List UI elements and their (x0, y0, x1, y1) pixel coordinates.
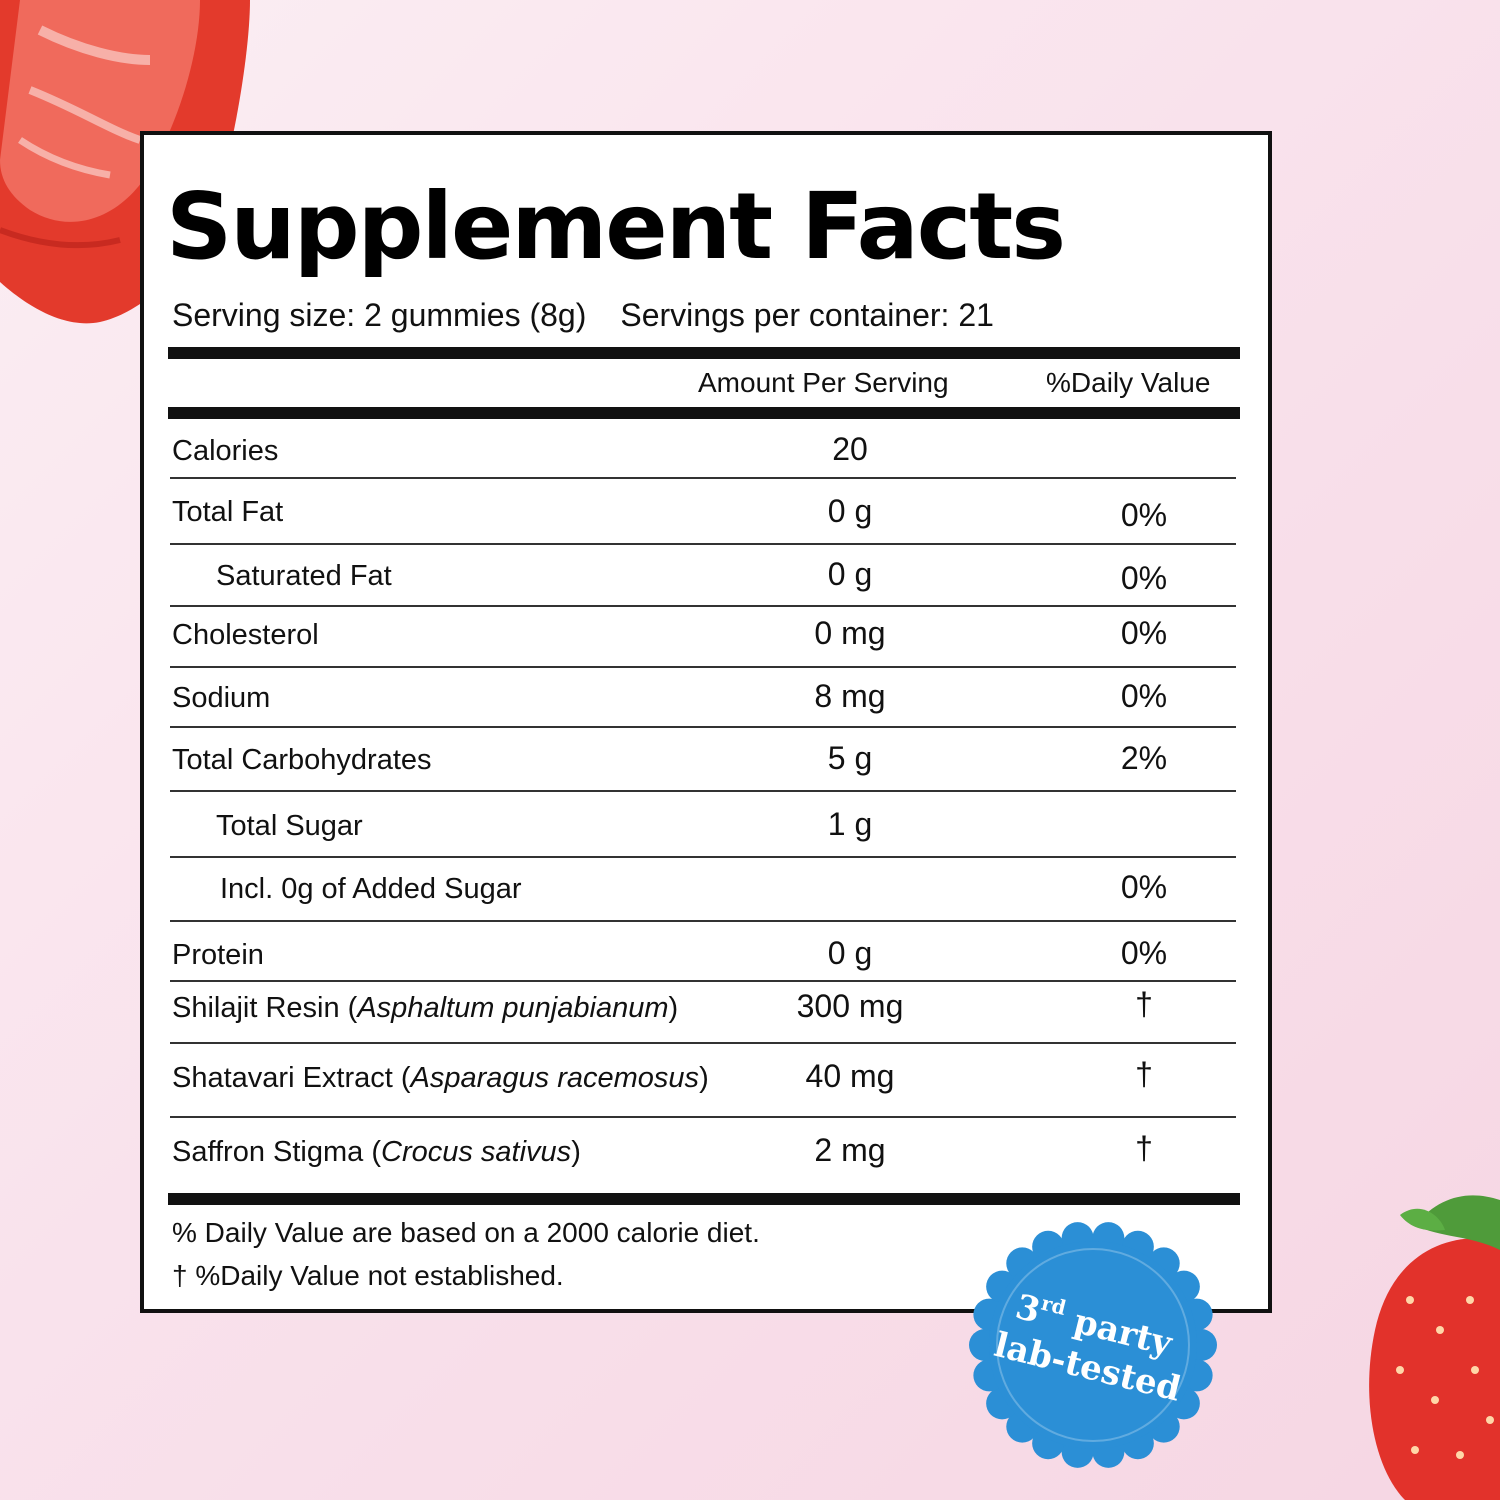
nutrient-amount: 5 g (827, 740, 873, 776)
row-divider (170, 726, 1236, 728)
ingredient-daily-value: † (1135, 1056, 1153, 1092)
row-divider (170, 920, 1236, 922)
row-divider (170, 1042, 1236, 1044)
ingredient-amount: 40 mg (805, 1058, 895, 1094)
nutrient-name: Total Sugar (216, 810, 363, 842)
latin-name: Asparagus racemosus (410, 1062, 700, 1094)
nutrient-name: Cholesterol (172, 619, 319, 651)
nutrient-amount: 1 g (827, 806, 873, 842)
nutrient-name: Total Fat (172, 496, 284, 528)
servings-per-container: Servings per container: 21 (620, 297, 994, 333)
nutrient-daily-value: 0% (1120, 935, 1168, 971)
nutrient-amount: 20 (832, 431, 868, 467)
ingredient-daily-value: † (1135, 1130, 1153, 1166)
latin-name: Crocus sativus (381, 1136, 572, 1168)
ingredient-amount: 300 mg (796, 988, 904, 1024)
nutrient-amount: 0 g (827, 493, 873, 529)
ingredient-name: Saffron Stigma (Crocus sativus) (172, 1136, 581, 1168)
divider-thick (168, 347, 1240, 359)
row-divider (170, 543, 1236, 545)
serving-info: Serving size: 2 gummies (8g) Servings per… (172, 297, 994, 334)
ingredient-amount: 2 mg (814, 1132, 886, 1168)
page-title: Supplement Facts (166, 173, 1066, 280)
nutrient-daily-value: 0% (1120, 497, 1168, 533)
footnote-not-established: † %Daily Value not established. (172, 1260, 564, 1291)
nutrient-amount: 0 mg (814, 615, 886, 651)
nutrient-amount: 8 mg (814, 678, 886, 714)
nutrient-daily-value: 2% (1120, 740, 1168, 776)
ingredient-daily-value: † (1135, 986, 1153, 1022)
nutrient-name: Saturated Fat (216, 560, 392, 592)
ingredient-name: Shilajit Resin (Asphaltum punjabianum) (172, 992, 679, 1024)
serving-size: Serving size: 2 gummies (8g) (172, 297, 587, 333)
lab-tested-badge: 3rd party lab-tested (969, 1222, 1217, 1468)
nutrient-daily-value: 0% (1120, 869, 1168, 905)
nutrient-name: Sodium (172, 682, 271, 714)
column-header-daily-value: %Daily Value (1046, 367, 1211, 398)
row-divider (170, 605, 1236, 607)
row-divider (170, 790, 1236, 792)
strawberry-icon (1369, 1195, 1500, 1500)
nutrient-daily-value: 0% (1120, 560, 1168, 596)
nutrient-daily-value: 0% (1120, 615, 1168, 651)
row-divider (170, 980, 1236, 982)
row-divider (170, 856, 1236, 858)
supplement-facts-panel: Supplement Facts Serving size: 2 gummies… (140, 131, 1272, 1313)
ingredient-name: Shatavari Extract (Asparagus racemosus) (172, 1062, 709, 1094)
latin-name: Asphaltum punjabianum (357, 992, 669, 1024)
nutrient-name: Protein (172, 939, 264, 971)
nutrient-amount: 0 g (827, 556, 873, 592)
nutrient-name: Calories (172, 435, 279, 467)
row-divider (170, 1116, 1236, 1118)
nutrient-name: Incl. 0g of Added Sugar (220, 873, 522, 905)
nutrient-name: Total Carbohydrates (172, 744, 432, 776)
footnote-daily-value: % Daily Value are based on a 2000 calori… (172, 1217, 760, 1248)
row-divider (170, 477, 1236, 479)
column-header-amount: Amount Per Serving (698, 367, 949, 398)
badge-circle (989, 1241, 1197, 1449)
nutrient-daily-value: 0% (1120, 678, 1168, 714)
row-divider (170, 666, 1236, 668)
divider-thick (168, 407, 1240, 419)
divider-thick (168, 1193, 1240, 1205)
nutrient-amount: 0 g (827, 935, 873, 971)
